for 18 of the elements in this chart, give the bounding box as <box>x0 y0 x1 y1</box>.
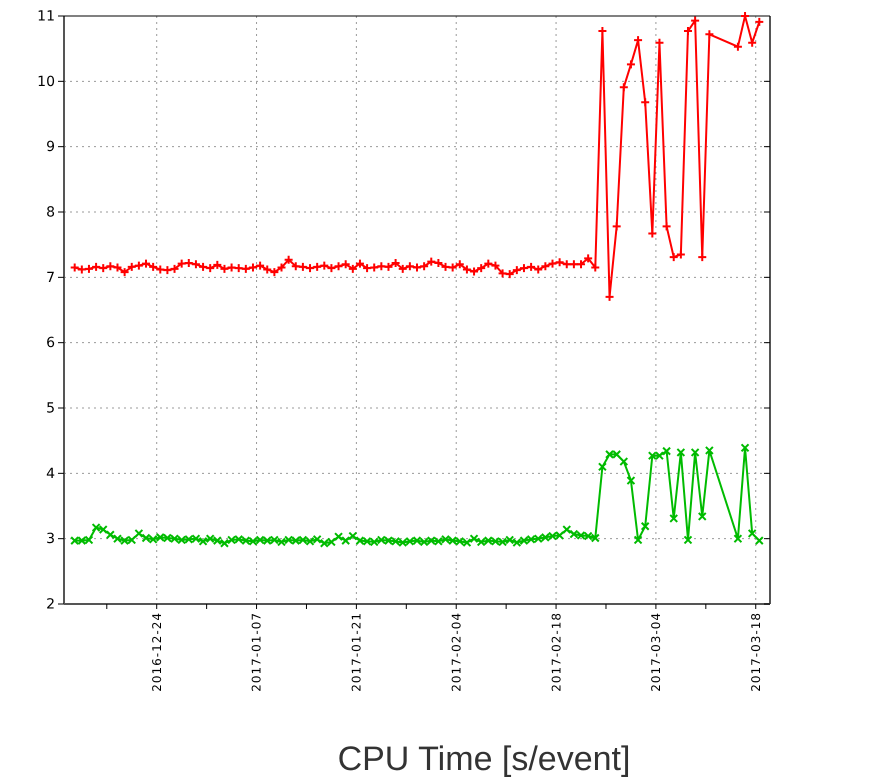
y-tick-label: 8 <box>46 204 55 220</box>
x-tick-label: 2017-02-18 <box>549 612 564 692</box>
x-tick-label: 2017-01-07 <box>250 612 264 692</box>
y-tick-label: 10 <box>37 74 55 90</box>
y-tick-label: 3 <box>46 531 55 548</box>
x-tick-label: 2017-03-18 <box>748 612 763 692</box>
y-tick-label: 7 <box>46 270 55 286</box>
y-tick-label: 6 <box>46 335 56 352</box>
x-axis-title: CPU Time [s/event] <box>338 740 630 778</box>
y-tick-label: 4 <box>46 466 56 482</box>
y-tick-label: 2 <box>46 596 55 612</box>
y-tick-label: 11 <box>37 8 55 24</box>
y-tick-label: 5 <box>46 400 55 416</box>
x-tick-label: 2017-03-04 <box>649 612 664 692</box>
y-tick-label: 9 <box>46 139 55 156</box>
x-tick-label: 2017-01-21 <box>350 612 364 692</box>
x-tick-label: 2016-12-24 <box>150 612 164 692</box>
x-tick-label: 2017-02-04 <box>449 612 464 692</box>
